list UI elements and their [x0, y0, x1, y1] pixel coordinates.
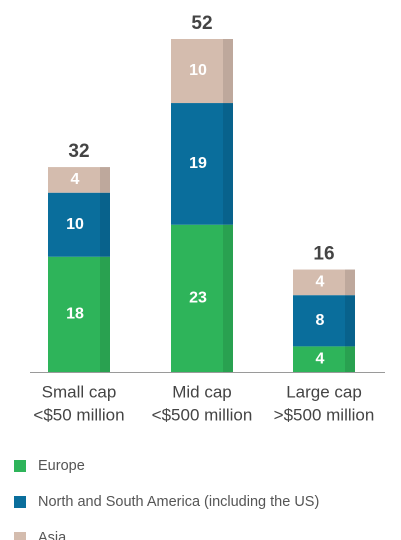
legend-label: North and South America (including the U… — [38, 494, 319, 510]
bar-shade — [223, 224, 233, 372]
bar-shade — [345, 346, 355, 372]
bar-segment — [48, 192, 110, 257]
x-tick-label: Small cap — [42, 382, 117, 401]
segment-label: 4 — [316, 350, 325, 367]
x-tick-label: <$50 million — [33, 405, 124, 424]
segment-label: 18 — [66, 306, 84, 323]
bar-segment — [293, 295, 355, 347]
segment-label: 10 — [66, 216, 84, 233]
bar-shade — [223, 103, 233, 225]
bar-segment — [171, 224, 233, 372]
segment-label: 8 — [316, 312, 325, 329]
segment-label: 23 — [189, 290, 207, 307]
x-tick-label: Large cap — [286, 382, 362, 401]
legend-swatch — [14, 460, 26, 472]
bar-segment — [48, 256, 110, 372]
bar-shade — [100, 192, 110, 257]
legend-label: Europe — [38, 458, 85, 474]
x-tick-label: Mid cap — [172, 382, 232, 401]
legend-swatch — [14, 496, 26, 508]
bar-segment — [293, 346, 355, 372]
segment-label: 4 — [71, 171, 80, 188]
bar-shade — [345, 269, 355, 296]
total-label: 16 — [313, 244, 334, 265]
legend-swatch — [14, 532, 26, 540]
x-tick-label: >$500 million — [274, 405, 375, 424]
bar-shade — [100, 167, 110, 193]
bar-segment — [293, 269, 355, 296]
segment-label: 10 — [189, 62, 207, 79]
bar-segment — [171, 103, 233, 225]
segment-label: 4 — [316, 274, 325, 291]
x-tick-label: <$500 million — [152, 405, 253, 424]
bar-segment — [48, 167, 110, 193]
legend-label: Asia — [38, 530, 67, 540]
total-label: 52 — [191, 13, 212, 34]
total-label: 32 — [68, 141, 89, 162]
segment-label: 19 — [189, 155, 207, 172]
bar-shade — [223, 39, 233, 104]
bar-segment — [171, 39, 233, 104]
bar-shade — [345, 295, 355, 347]
bar-shade — [100, 256, 110, 372]
